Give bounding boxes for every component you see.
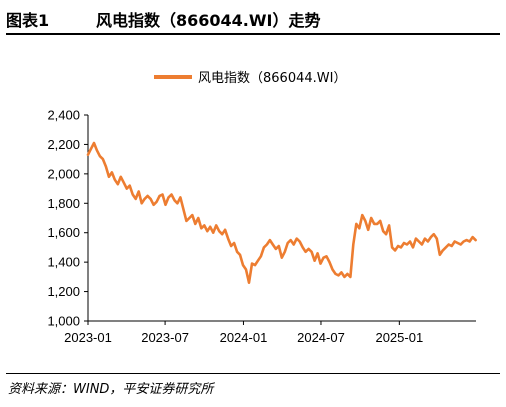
x-tick-label: 2024-01 [220,330,268,345]
figure-label: 图表1 [6,11,50,30]
legend-label: 风电指数（866044.WI） [198,71,346,86]
plot-area [86,141,477,284]
y-tick-label: 2,200 [47,137,80,152]
chart-legend: 风电指数（866044.WI） [154,71,346,86]
y-tick-label: 1,800 [47,196,80,211]
y-axis: 1,000 1,200 1,400 1,600 1,800 2,000 2,200 2,400 [47,108,89,329]
x-tick-label: 2024-07 [297,330,345,345]
y-tick-label: 1,000 [47,314,80,329]
figure-title: 风电指数（866044.WI）走势 [96,11,321,30]
y-tick-label: 2,400 [47,108,80,123]
x-axis: 2023-01 2023-07 2024-01 2024-07 2025-01 [64,320,476,345]
series-line [86,141,477,284]
y-tick-label: 2,000 [47,166,80,181]
y-tick-label: 1,600 [47,225,80,240]
x-tick-label: 2025-01 [375,330,423,345]
x-tick-label: 2023-01 [64,330,112,345]
footer-rule [6,373,500,374]
figure-header: 图表1 风电指数（866044.WI）走势 [6,5,500,33]
line-chart: 风电指数（866044.WI） 1,000 1,200 1,400 1,600 1,80… [47,71,477,345]
y-tick-label: 1,400 [47,255,80,270]
header-rule [6,33,500,35]
y-tick-label: 1,200 [47,284,80,299]
x-tick-label: 2023-07 [141,330,189,345]
source-note: 资料来源：WIND，平安证券研究所 [8,382,214,397]
